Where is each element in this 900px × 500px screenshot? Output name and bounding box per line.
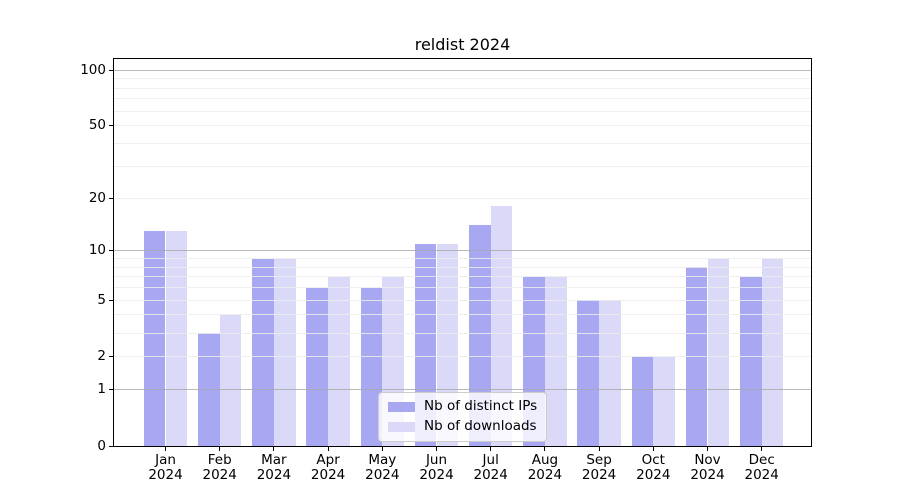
minor-gridline-7 bbox=[114, 276, 811, 278]
y-tick-label-50: 50 bbox=[88, 117, 106, 134]
x-tick-label-jan: Jan 2024 bbox=[148, 452, 183, 483]
bar-apr-distinct-ips bbox=[306, 287, 329, 446]
x-tick-sep bbox=[598, 447, 600, 451]
legend: Nb of distinct IPs Nb of downloads bbox=[378, 392, 548, 442]
minor-gridline-5 bbox=[114, 299, 811, 301]
x-tick-may bbox=[381, 447, 383, 451]
minor-gridline-4 bbox=[114, 314, 811, 316]
x-tick-label-apr: Apr 2024 bbox=[310, 452, 346, 483]
bar-mar-distinct-ips bbox=[252, 258, 274, 446]
x-tick-mar bbox=[273, 447, 275, 451]
minor-gridline-8 bbox=[114, 266, 811, 268]
x-tick-label-mar: Mar 2024 bbox=[256, 452, 292, 483]
minor-gridline-90 bbox=[114, 78, 811, 80]
bar-jan-downloads bbox=[165, 231, 188, 446]
x-tick-jul bbox=[490, 447, 492, 451]
legend-row: Nb of distinct IPs bbox=[388, 398, 537, 415]
y-tick-label-10: 10 bbox=[88, 242, 106, 259]
legend-swatch-downloads bbox=[388, 421, 415, 432]
minor-gridline-6 bbox=[114, 287, 811, 289]
x-tick-oct bbox=[652, 447, 654, 451]
bar-jan-distinct-ips bbox=[143, 231, 166, 446]
x-tick-jan bbox=[165, 447, 166, 451]
minor-gridline-20 bbox=[114, 197, 811, 199]
minor-gridline-2 bbox=[114, 356, 811, 358]
minor-gridline-30 bbox=[114, 165, 811, 167]
x-tick-label-dec: Dec 2024 bbox=[744, 452, 779, 483]
x-tick-dec bbox=[761, 447, 763, 451]
plot-area bbox=[113, 58, 812, 447]
minor-gridline-3 bbox=[114, 332, 811, 334]
bar-oct-downloads bbox=[653, 356, 675, 446]
chart-title: reldist 2024 bbox=[414, 35, 511, 54]
major-gridline-100 bbox=[114, 69, 811, 71]
y-tick-label-2: 2 bbox=[97, 348, 106, 365]
bar-mar-downloads bbox=[273, 258, 296, 446]
bar-dec-distinct-ips bbox=[740, 276, 762, 446]
x-tick-label-feb: Feb 2024 bbox=[202, 452, 237, 483]
legend-swatch-distinct-ips bbox=[388, 401, 415, 412]
bar-jul-downloads bbox=[490, 206, 513, 446]
bar-sep-downloads bbox=[599, 300, 621, 446]
minor-gridline-70 bbox=[114, 98, 811, 100]
minor-gridline-80 bbox=[114, 87, 811, 89]
legend-row: Nb of downloads bbox=[388, 418, 537, 435]
x-tick-label-nov: Nov 2024 bbox=[690, 452, 725, 483]
y-tick-label-1: 1 bbox=[97, 381, 106, 398]
x-tick-jun bbox=[436, 447, 437, 451]
x-tick-aug bbox=[544, 447, 546, 451]
bar-sep-distinct-ips bbox=[577, 300, 600, 446]
x-tick-label-oct: Oct 2024 bbox=[636, 452, 671, 483]
minor-gridline-9 bbox=[114, 258, 811, 259]
x-tick-label-may: May 2024 bbox=[365, 452, 400, 483]
bar-aug-downloads bbox=[544, 276, 567, 446]
legend-label-downloads: Nb of downloads bbox=[424, 418, 537, 434]
x-tick-feb bbox=[219, 447, 221, 451]
legend-label-distinct-ips: Nb of distinct IPs bbox=[424, 398, 538, 414]
x-tick-label-jun: Jun 2024 bbox=[419, 452, 454, 483]
bar-nov-downloads bbox=[707, 258, 730, 446]
minor-gridline-40 bbox=[114, 143, 811, 145]
y-tick-label-5: 5 bbox=[97, 291, 106, 308]
minor-gridline-60 bbox=[114, 110, 811, 112]
bar-jul-distinct-ips bbox=[469, 225, 491, 446]
y-tick-label-20: 20 bbox=[88, 189, 106, 206]
x-tick-nov bbox=[707, 447, 708, 451]
bar-oct-distinct-ips bbox=[631, 356, 654, 446]
y-tick-label-0: 0 bbox=[97, 437, 106, 454]
x-tick-label-aug: Aug 2024 bbox=[527, 452, 563, 483]
bar-dec-downloads bbox=[761, 258, 784, 446]
x-tick-label-jul: Jul 2024 bbox=[473, 452, 508, 483]
x-tick-apr bbox=[327, 447, 329, 451]
bar-feb-downloads bbox=[219, 314, 242, 446]
y-tick-label-100: 100 bbox=[80, 61, 106, 78]
bar-may-distinct-ips bbox=[360, 287, 383, 446]
x-tick-label-sep: Sep 2024 bbox=[581, 452, 617, 483]
major-gridline-10 bbox=[114, 250, 811, 252]
major-gridline-1 bbox=[114, 389, 811, 391]
plot-inner bbox=[114, 59, 811, 446]
minor-gridline-50 bbox=[114, 125, 811, 127]
bar-apr-downloads bbox=[328, 276, 350, 446]
